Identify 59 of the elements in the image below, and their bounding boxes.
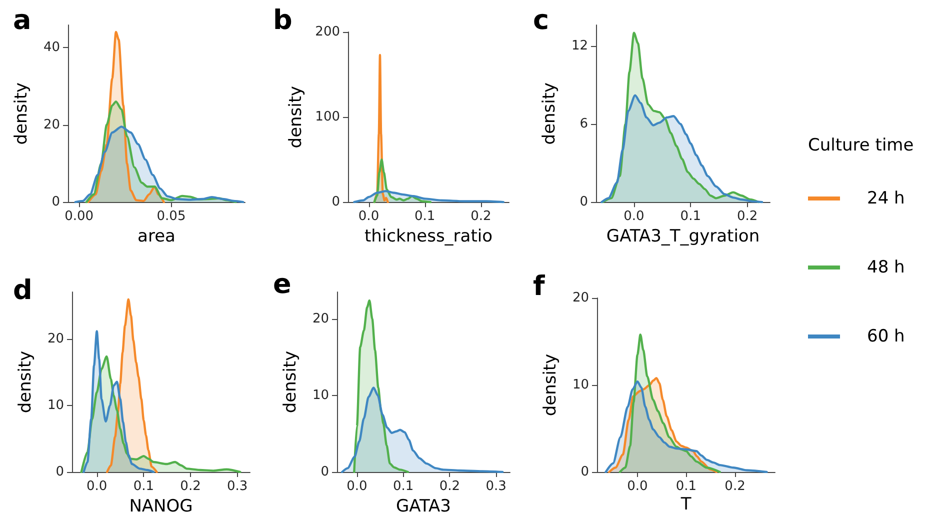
x-tick-label: 0.1	[133, 479, 154, 494]
legend-label: 60 h	[867, 326, 905, 346]
x-tick-label: 0.0	[627, 479, 648, 494]
y-tick-label: 0	[580, 194, 588, 210]
y-axis-title: density	[16, 350, 36, 414]
x-axis-title: T	[680, 494, 692, 514]
y-tick-label: 0	[580, 464, 589, 480]
x-tick-label: 0.00	[64, 209, 94, 224]
x-tick-label: 0.1	[392, 479, 414, 494]
y-tick-label: 20	[312, 311, 329, 326]
y-tick-label: 10	[572, 378, 589, 392]
x-tick-label: 0.3	[486, 479, 506, 494]
x-tick-label: 0.2	[180, 479, 201, 494]
y-tick-label: 10	[312, 388, 329, 403]
x-tick-label: 0.1	[414, 209, 436, 224]
chart-title: e	[273, 269, 292, 300]
x-axis-title: thickness_ratio	[364, 226, 492, 246]
y-axis-title: density	[540, 82, 560, 145]
x-tick-label: 0.1	[676, 479, 697, 494]
x-tick-label: 0.2	[736, 209, 758, 224]
y-tick-label: 10	[47, 398, 64, 414]
y-tick-label: 20	[43, 117, 60, 132]
y-tick-label: 0	[320, 464, 329, 480]
y-tick-label: 0	[332, 194, 340, 210]
chart-title: f	[533, 271, 545, 302]
y-tick-label: 12	[571, 38, 588, 54]
x-axis-title: NANOG	[129, 496, 193, 516]
y-axis-title: density	[540, 354, 560, 416]
y-tick-label: 100	[315, 110, 340, 125]
x-tick-label: 0.1	[680, 209, 701, 224]
y-tick-label: 0	[52, 194, 60, 210]
x-axis-title: GATA3_T_gyration	[606, 226, 760, 246]
y-tick-label: 0	[56, 464, 64, 480]
x-tick-label: 0.0	[624, 209, 644, 224]
y-axis-title: density	[280, 350, 300, 414]
chart-title: c	[533, 5, 550, 36]
x-tick-label: 0.0	[358, 209, 380, 224]
chart-title: d	[13, 275, 32, 306]
y-tick-label: 40	[43, 40, 60, 55]
legend-title: Culture time	[808, 136, 914, 156]
y-tick-label: 20	[572, 290, 589, 306]
y-tick-label: 200	[315, 24, 340, 40]
x-tick-label: 0.0	[346, 479, 368, 494]
legend-label: 24 h	[867, 188, 905, 208]
x-tick-label: 0.0	[86, 479, 108, 494]
x-tick-label: 0.05	[156, 209, 186, 224]
x-tick-label: 0.2	[724, 479, 746, 494]
y-axis-title: density	[286, 86, 306, 148]
x-tick-label: 0.2	[470, 209, 492, 224]
y-tick-label: 20	[47, 332, 64, 347]
x-axis-title: area	[138, 226, 176, 246]
y-tick-label: 6	[580, 116, 588, 132]
x-tick-label: 0.3	[227, 479, 248, 494]
legend-label: 48 h	[867, 258, 905, 278]
x-axis-title: GATA3	[396, 496, 451, 516]
x-tick-label: 0.2	[439, 479, 460, 494]
y-axis-title: density	[12, 82, 32, 145]
chart-title: a	[13, 5, 32, 36]
chart-title: b	[273, 5, 292, 36]
